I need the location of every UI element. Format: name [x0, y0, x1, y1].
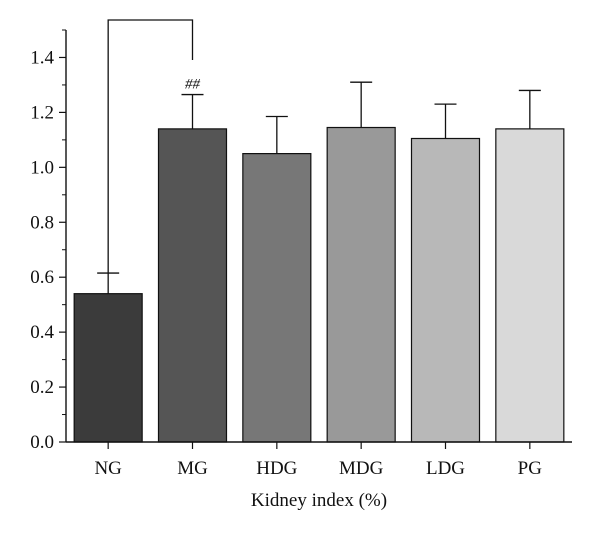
bar-hdg — [242, 153, 312, 443]
x-tick-label-ldg: LDG — [426, 458, 465, 479]
x-axis-title: Kidney index (%) — [251, 490, 387, 511]
significance-bracket — [107, 19, 194, 274]
significance-marker: ## — [185, 77, 201, 93]
bar-mg — [157, 128, 228, 443]
bar-ldg — [410, 137, 481, 443]
bar-pg — [495, 128, 565, 443]
x-tick-label-hdg: HDG — [256, 458, 297, 479]
y-tick-label: 0.8 — [30, 212, 54, 233]
x-tick-label-pg: PG — [518, 458, 543, 479]
x-tick-label-mg: MG — [177, 458, 208, 479]
bar-ng — [73, 293, 143, 443]
annotation-layer: ## — [107, 19, 201, 274]
error-bars-layer — [97, 81, 541, 294]
bar-mdg — [326, 126, 396, 443]
y-tick-label: 0.0 — [30, 432, 54, 453]
y-tick-label: 0.4 — [30, 322, 54, 343]
x-tick-label-mdg: MDG — [339, 458, 384, 479]
bars-layer — [73, 126, 565, 443]
y-tick-label: 1.0 — [30, 157, 54, 178]
y-tick-label: 0.2 — [30, 377, 54, 398]
y-tick-label: 1.2 — [30, 102, 54, 123]
y-tick-label: 1.4 — [30, 47, 54, 68]
axes-layer: NG MG HDG MDG LDG PG 0.0 0.2 0.4 0.6 0.8 1.0 1.2 1.4 — [30, 29, 572, 479]
y-tick-label: 0.6 — [30, 267, 54, 288]
x-tick-label-ng: NG — [94, 458, 122, 479]
